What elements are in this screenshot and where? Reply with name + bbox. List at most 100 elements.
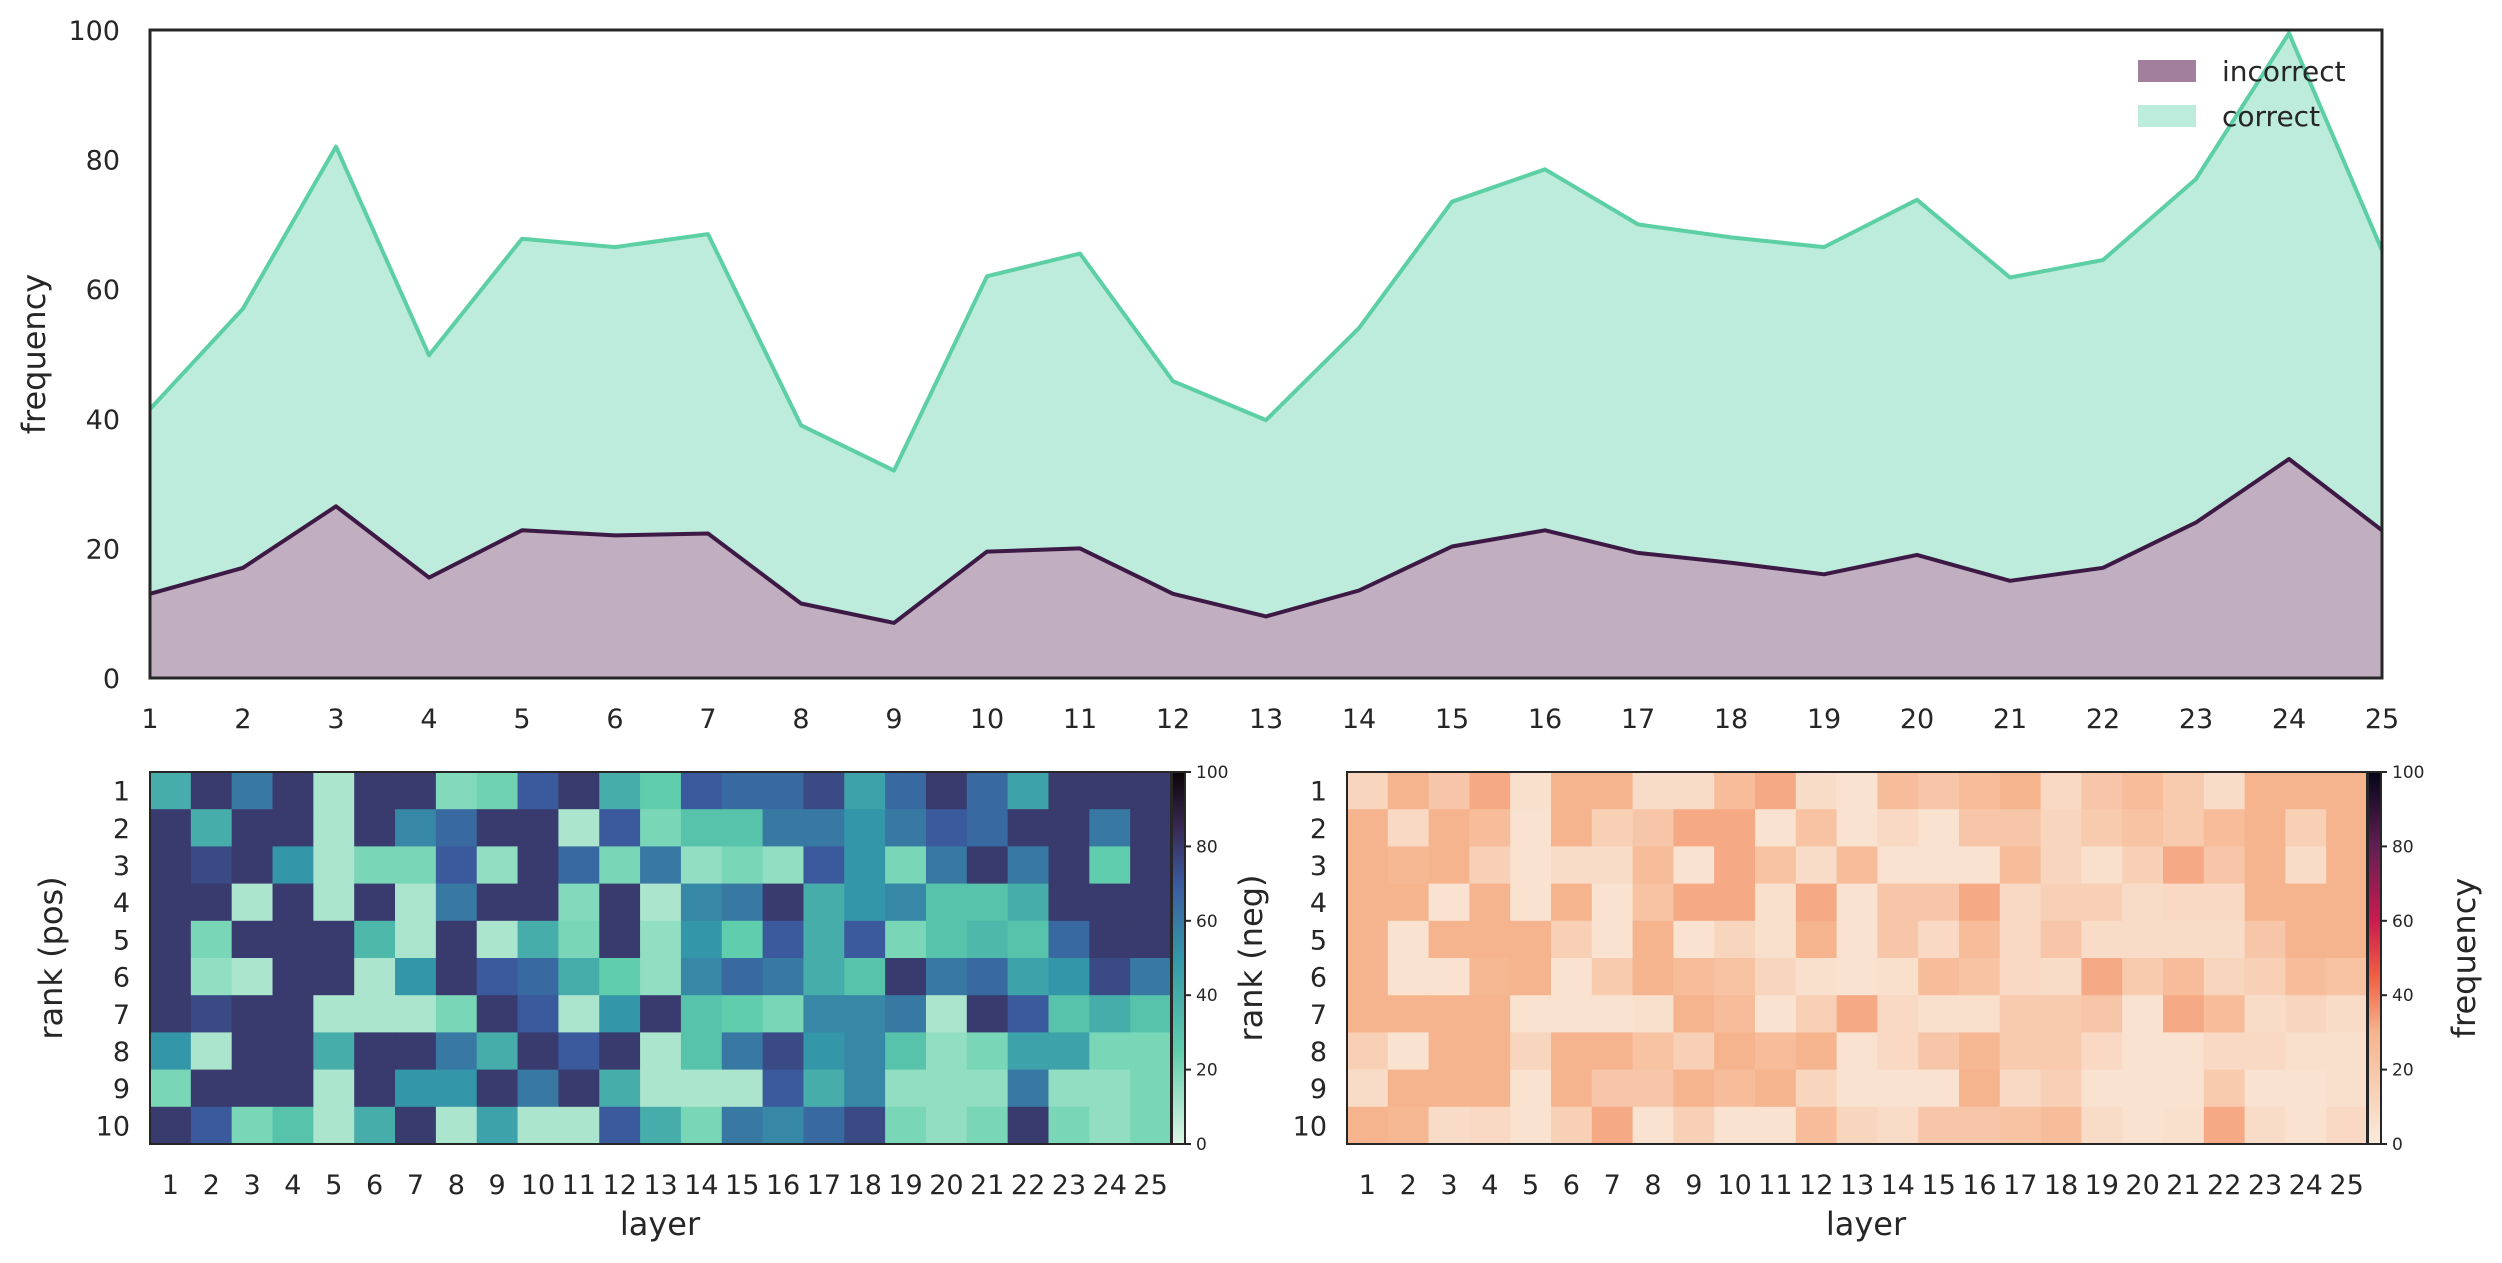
heatmap-cell [1428,883,1470,922]
heatmap-cell [476,846,519,885]
heatmap-cell [272,1069,314,1108]
heatmap-cell [2244,809,2286,847]
x-tick-label: 21 [970,1170,1004,1201]
heatmap-cell [1795,920,1838,959]
heatmap-cell [1428,846,1470,885]
heatmap-cell [844,1032,886,1071]
heatmap-cell [1510,958,1552,996]
heatmap-cell [680,809,723,847]
heatmap-cell [2040,1106,2082,1145]
heatmap-cell [2244,1032,2286,1071]
heatmap-cell [1130,1106,1172,1145]
heatmap-cell [2244,995,2286,1033]
heatmap-cell [1755,920,1797,959]
heatmap-cell [231,958,274,996]
heatmap-cell [1347,1032,1389,1071]
x-tick-label: 2 [234,704,251,735]
heatmap-cell [1714,772,1756,810]
heatmap-cell [1591,1069,1634,1108]
heatmap-cell [2081,809,2123,847]
heatmap-cell [1510,1032,1552,1071]
heatmap-cell [1836,1032,1878,1071]
heatmap-cell [762,809,805,847]
heatmap-cell [517,958,559,996]
x-tick-label: 25 [2365,704,2399,735]
heatmap-cell [1130,846,1172,885]
heatmap-cells [1347,772,2368,1145]
heatmap-cell [2163,995,2205,1033]
heatmap-cell [762,920,805,959]
heatmap-cell [1347,846,1389,885]
heatmap-cell [354,1069,396,1108]
heatmap-cell [1999,883,2042,922]
heatmap-cell [1591,846,1634,885]
y-tick-label: 20 [86,534,120,565]
heatmap-cell [1959,995,2001,1033]
heatmap-cell [966,1106,1009,1145]
heatmap-cell [885,1069,927,1108]
heatmap-cell [1428,809,1470,847]
heatmap-cell [272,958,314,996]
heatmap-cell [1469,1032,1511,1071]
heatmap-cell [1428,1069,1470,1108]
heatmap-neg: 1 2 3 4 5 6 7 8 9 10 11 12 13 14 15 16 17 18 19 20 21 22 23 24 2… [1232,763,2483,1243]
heatmap-cell [150,995,192,1033]
heatmap-cell [1007,809,1050,847]
heatmap-cell [354,809,396,847]
heatmap-cell [1632,920,1674,959]
heatmap-cell [925,809,968,847]
heatmap-cell [2244,883,2286,922]
heatmap-cell [1048,1069,1090,1108]
heatmap-cell [1428,1106,1470,1145]
heatmap-cell [2203,809,2246,847]
x-tick-label: 1 [1359,1170,1376,1201]
heatmap-cell [2285,809,2327,847]
heatmap-cell [762,846,805,885]
heatmap-cell [1959,1032,2001,1071]
heatmap-cell [1836,1069,1878,1108]
x-axis-label: layer [620,1205,701,1243]
heatmap-cell [395,846,437,885]
heatmap-cell [354,995,396,1033]
heatmap-cell [558,1069,600,1108]
heatmap-cell [1918,846,1960,885]
heatmap-cell [721,809,764,847]
heatmap-cell [1714,920,1756,959]
heatmap-cell [2040,958,2082,996]
x-tick-label: 20 [1900,704,1934,735]
heatmap-cell [2326,883,2368,922]
heatmap-cell [1510,920,1552,959]
heatmap-cell [1130,920,1172,959]
heatmap-cell [150,958,192,996]
heatmap-cell [1387,958,1430,996]
heatmap-cell [476,1069,519,1108]
heatmap-cell [1755,1069,1797,1108]
heatmap-cell [1673,1032,1715,1071]
heatmap-cell [1836,958,1878,996]
heatmap-cell [1673,809,1715,847]
heatmap-cell [354,1032,396,1071]
x-tick-label: 9 [885,704,902,735]
heatmap-cell [1510,1106,1552,1145]
heatmap-cell [925,995,968,1033]
heatmap-cell [2081,772,2123,810]
colorbar-tick-label: 60 [1196,912,1218,932]
heatmap-cell [435,1106,478,1145]
heatmap-cell [1999,772,2042,810]
heatmap-cell [885,772,927,810]
x-tick-label: 21 [2166,1170,2200,1201]
heatmap-cell [1591,920,1634,959]
heatmap-cell [599,1032,641,1071]
heatmap-cell [190,883,233,922]
colorbar-ticks: 0 20 40 60 80 100 [2381,763,2424,1155]
heatmap-cell [925,958,968,996]
heatmap-cell [640,958,682,996]
heatmap-cell [1551,958,1593,996]
heatmap-cell [354,772,396,810]
heatmap-cell [2326,809,2368,847]
heatmap-cell [2122,883,2164,922]
heatmap-cell [1007,1032,1050,1071]
heatmap-cell [1347,995,1389,1033]
heatmap-cell [1755,809,1797,847]
